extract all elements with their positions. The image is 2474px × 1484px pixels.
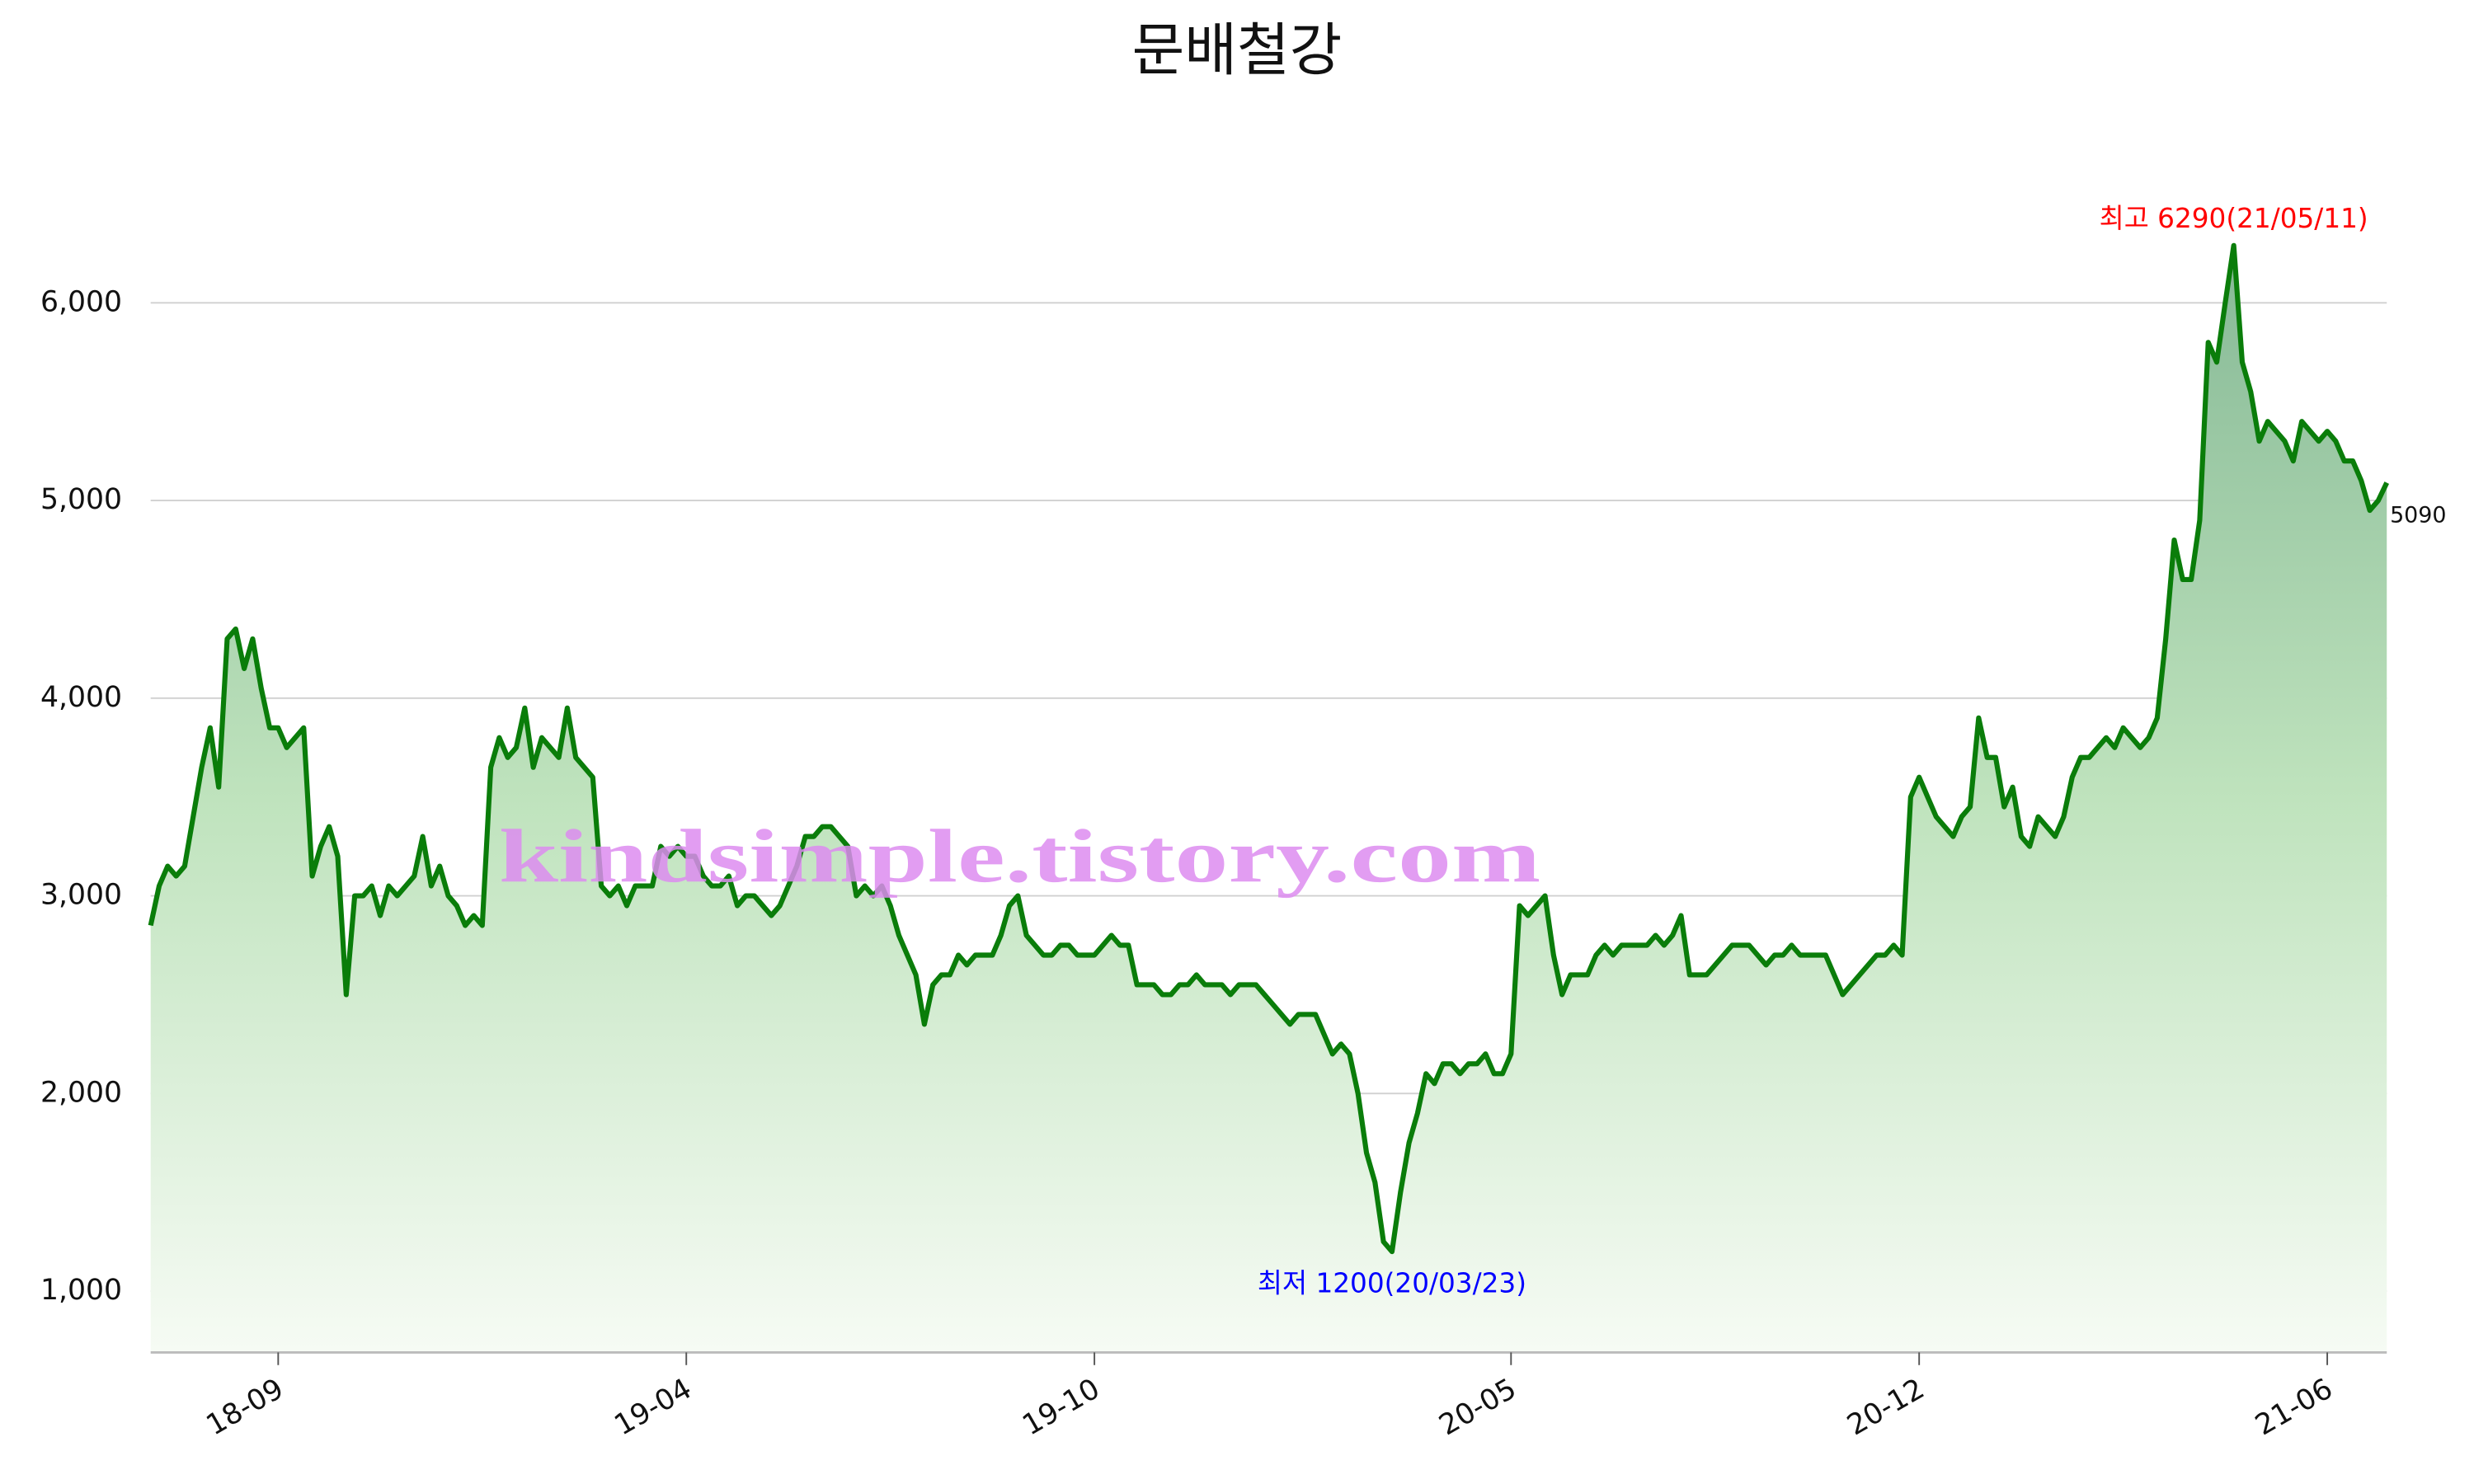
x-tick-label: 19-04	[609, 1373, 697, 1443]
area	[150, 245, 2387, 1353]
y-tick-label: 1,000	[40, 1274, 122, 1307]
x-tick-label: 19-10	[1017, 1373, 1105, 1443]
y-tick-label: 2,000	[40, 1076, 122, 1109]
y-tick-label: 4,000	[40, 681, 122, 714]
chart-title: 문배철강	[1132, 17, 1343, 83]
y-tick-label: 3,000	[40, 879, 122, 912]
x-tick-label: 20-05	[1434, 1373, 1522, 1443]
y-tick-label: 5,000	[40, 483, 122, 516]
min-annotation: 최저 1200(20/03/23)	[1258, 1267, 1526, 1298]
line	[148, 242, 2390, 1255]
watermark: kindsimple.tistory.com	[499, 814, 1540, 898]
y-tick-label: 6,000	[40, 285, 122, 318]
last-value-label: 5090	[2390, 502, 2446, 528]
max-annotation: 최고 6290(21/05/11)	[2100, 203, 2368, 234]
x-tick-label: 18-09	[201, 1373, 289, 1443]
x-tick-label: 21-06	[2250, 1373, 2338, 1443]
x-tick-label: 20-12	[1841, 1373, 1930, 1443]
